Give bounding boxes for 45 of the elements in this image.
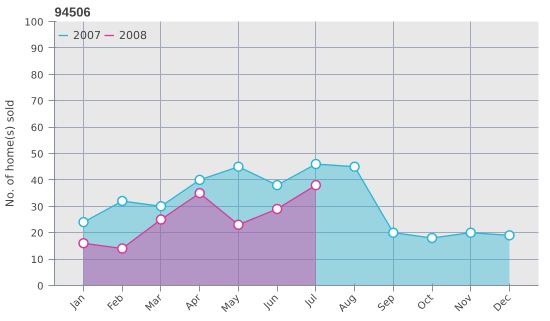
point [310,180,322,190]
y-tick-label: 90 [30,44,44,55]
x-tick-label: Jun [261,292,282,312]
point [272,204,282,214]
point [233,220,244,230]
y-tick-label: 70 [30,96,44,108]
point [426,232,438,244]
y-tick-label: 80 [30,70,44,82]
point [194,174,205,186]
x-tick-label: Mar [144,292,166,314]
legend-label: 2008 [119,28,147,42]
x-tick-label: Sep [376,292,398,314]
point [117,196,128,206]
point [117,243,128,254]
x-tick-label: Dec [492,292,514,314]
x-tick-label: Apr [184,292,204,313]
point [272,180,282,190]
chart-title: 94506 [54,4,91,20]
y-tick-label: 20 [30,228,44,240]
point [310,158,322,170]
point [194,188,205,198]
point [78,238,89,248]
point [233,161,244,172]
point [78,216,89,228]
y-tick-label: 100 [24,18,44,28]
y-tick-label: 60 [30,123,44,134]
point [349,161,360,172]
x-tick-label: Jul [302,292,320,310]
x-tick-label: Nov [453,292,475,314]
point [156,201,166,212]
y-tick-label: 50 [30,150,44,160]
x-tick-label: Jan [68,292,88,312]
x-tick-label: Oct [416,292,436,313]
y-tick-label: 30 [30,202,44,214]
point [465,227,476,238]
x-tick-label: Aug [336,292,358,314]
point [388,227,399,238]
legend-label: 2007 [73,28,101,42]
y-tick-label: 40 [30,176,44,187]
y-axis-title: No. of home(s) sold [3,100,16,208]
point [504,230,515,241]
point [156,214,166,225]
y-tick-label: 10 [30,255,44,266]
y-tick-label: 0 [37,282,44,292]
x-tick-label: Feb [106,292,126,313]
